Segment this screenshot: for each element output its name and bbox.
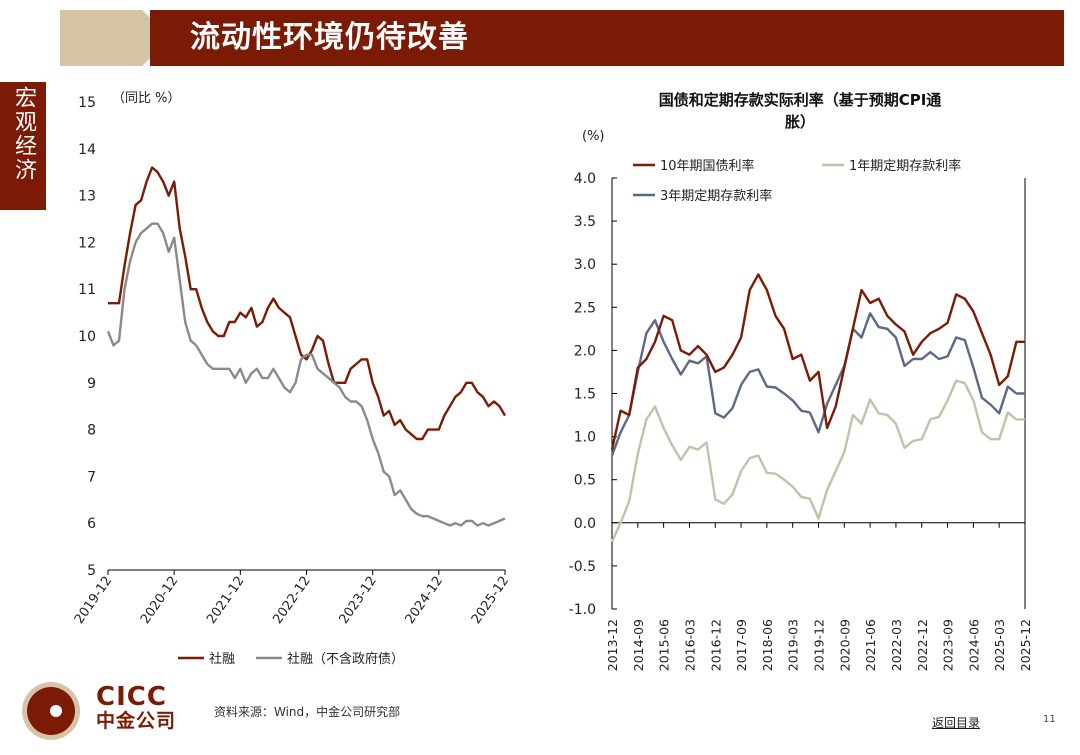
left-x-tick-label: 2022-12 xyxy=(270,574,313,627)
right-x-tick-label: 2013-12 xyxy=(605,619,620,671)
right-chart-real-rates: 国债和定期存款实际利率（基于预期CPI通 胀） (%) -1.0 -0.5 0.0 0… xyxy=(569,91,1033,671)
right-y-tick-label: 1.0 xyxy=(574,430,596,446)
right-x-tick-label: 2024-06 xyxy=(966,619,981,671)
left-x-tick-label: 2019-12 xyxy=(72,574,115,627)
left-y-axis-label: （同比 %） xyxy=(112,91,181,106)
series-line-social-financing xyxy=(108,166,507,441)
right-x-tick-label: 2021-06 xyxy=(863,619,878,671)
page-number: 11 xyxy=(1043,714,1056,725)
left-x-tick-label: 2023-12 xyxy=(336,574,379,627)
header-bar xyxy=(150,10,1064,66)
right-y-tick-label: -1.0 xyxy=(569,602,596,618)
cicc-logo-mark xyxy=(22,682,80,740)
left-legend-label: 社融（不含政府债） xyxy=(287,651,404,667)
right-legend-label: 1年期定期存款利率 xyxy=(849,158,961,174)
left-x-tick-label: 2020-12 xyxy=(138,574,181,627)
right-legend-label: 10年期国债利率 xyxy=(660,158,755,174)
left-x-tick-label: 2021-12 xyxy=(204,574,247,627)
right-x-tick-label: 2023-09 xyxy=(941,619,956,671)
right-y-tick-label: -0.5 xyxy=(569,559,596,575)
left-y-tick-label: 6 xyxy=(87,516,96,532)
left-series xyxy=(106,166,507,527)
right-y-tick-label: 1.5 xyxy=(574,387,596,403)
right-y-tick-label: 0.5 xyxy=(574,473,596,489)
right-y-axis-label: (%) xyxy=(582,129,605,144)
right-y-tick-label: 3.0 xyxy=(574,257,596,273)
right-x-tick-label: 2025-12 xyxy=(1018,619,1033,671)
series-line-social-financing-ex-gov-bonds xyxy=(106,222,506,527)
left-x-tick-label: 2025-12 xyxy=(469,574,512,627)
left-legend-label: 社融 xyxy=(209,651,235,667)
left-x-tick-label: 2024-12 xyxy=(403,574,446,627)
right-y-tick-label: 2.5 xyxy=(574,300,596,316)
right-y-tick-label: 4.0 xyxy=(574,171,596,187)
series-line-3y-deposit xyxy=(610,312,1025,457)
right-x-tick-label: 2015-06 xyxy=(657,619,672,671)
right-x-tick-label: 2016-12 xyxy=(708,619,723,671)
left-y-tick-label: 15 xyxy=(78,95,96,111)
right-x-tick-label: 2022-12 xyxy=(915,619,930,671)
right-series xyxy=(610,273,1025,543)
right-x-tick-label: 2019-03 xyxy=(786,619,801,671)
logo-text-en: CICC xyxy=(96,682,167,712)
left-y-tick-label: 11 xyxy=(78,282,96,298)
right-y-tick-label: 2.0 xyxy=(574,343,596,359)
right-y-tick-label: 3.5 xyxy=(574,214,596,230)
right-x-tick-label: 2022-03 xyxy=(889,619,904,671)
right-chart-title-line1: 国债和定期存款实际利率（基于预期CPI通 xyxy=(659,91,942,109)
series-line-10y-treasury xyxy=(610,273,1025,450)
back-to-contents-link[interactable]: 返回目录 xyxy=(932,716,981,730)
right-y-axis: -1.0 -0.5 0.0 0.5 1.0 1.5 2.0 2.5 3.0 3.5 4.0 xyxy=(569,171,1026,618)
left-y-tick-label: 5 xyxy=(87,563,96,579)
right-legend-label: 3年期定期存款利率 xyxy=(660,188,772,204)
left-legend: 社融 社融（不含政府债） xyxy=(178,651,404,667)
left-y-tick-label: 10 xyxy=(78,329,96,345)
series-line-1y-deposit xyxy=(610,379,1025,543)
left-y-tick-label: 13 xyxy=(78,189,96,205)
section-tab-label: 宏观经济 xyxy=(11,86,36,182)
left-x-axis: 2019-12 2020-12 2021-12 2022-12 2023-12 2024-… xyxy=(72,570,512,627)
right-y-tick-label: 0.0 xyxy=(574,516,596,532)
source-note: 资料来源：Wind，中金公司研究部 xyxy=(214,705,401,719)
right-x-tick-label: 2025-03 xyxy=(992,619,1007,671)
right-x-tick-label: 2016-03 xyxy=(682,619,697,671)
right-x-axis: 2013-12 2014-09 2015-06 2016-03 2016-12 2017-… xyxy=(605,522,1033,671)
left-y-tick-label: 14 xyxy=(78,142,96,158)
right-x-tick-label: 2017-09 xyxy=(734,619,749,671)
right-x-tick-label: 2014-09 xyxy=(631,619,646,671)
right-x-tick-label: 2019-12 xyxy=(812,619,827,671)
left-y-tick-label: 12 xyxy=(78,235,96,251)
right-x-tick-label: 2018-06 xyxy=(760,619,775,671)
left-y-tick-label: 9 xyxy=(87,376,96,392)
section-tab xyxy=(0,82,46,210)
left-y-tick-label: 8 xyxy=(87,423,96,439)
header-arrow-decoration xyxy=(60,10,172,66)
page-title: 流动性环境仍待改善 xyxy=(190,20,469,55)
right-legend: 10年期国债利率 1年期定期存款利率 3年期定期存款利率 xyxy=(633,158,961,204)
right-x-tick-label: 2020-09 xyxy=(837,619,852,671)
left-y-tick-label: 7 xyxy=(87,469,96,485)
right-chart-title-line2: 胀） xyxy=(785,113,815,131)
left-y-axis: 5 6 7 8 9 10 11 12 13 14 15 xyxy=(78,95,96,579)
logo-text-cn: 中金公司 xyxy=(96,710,177,732)
